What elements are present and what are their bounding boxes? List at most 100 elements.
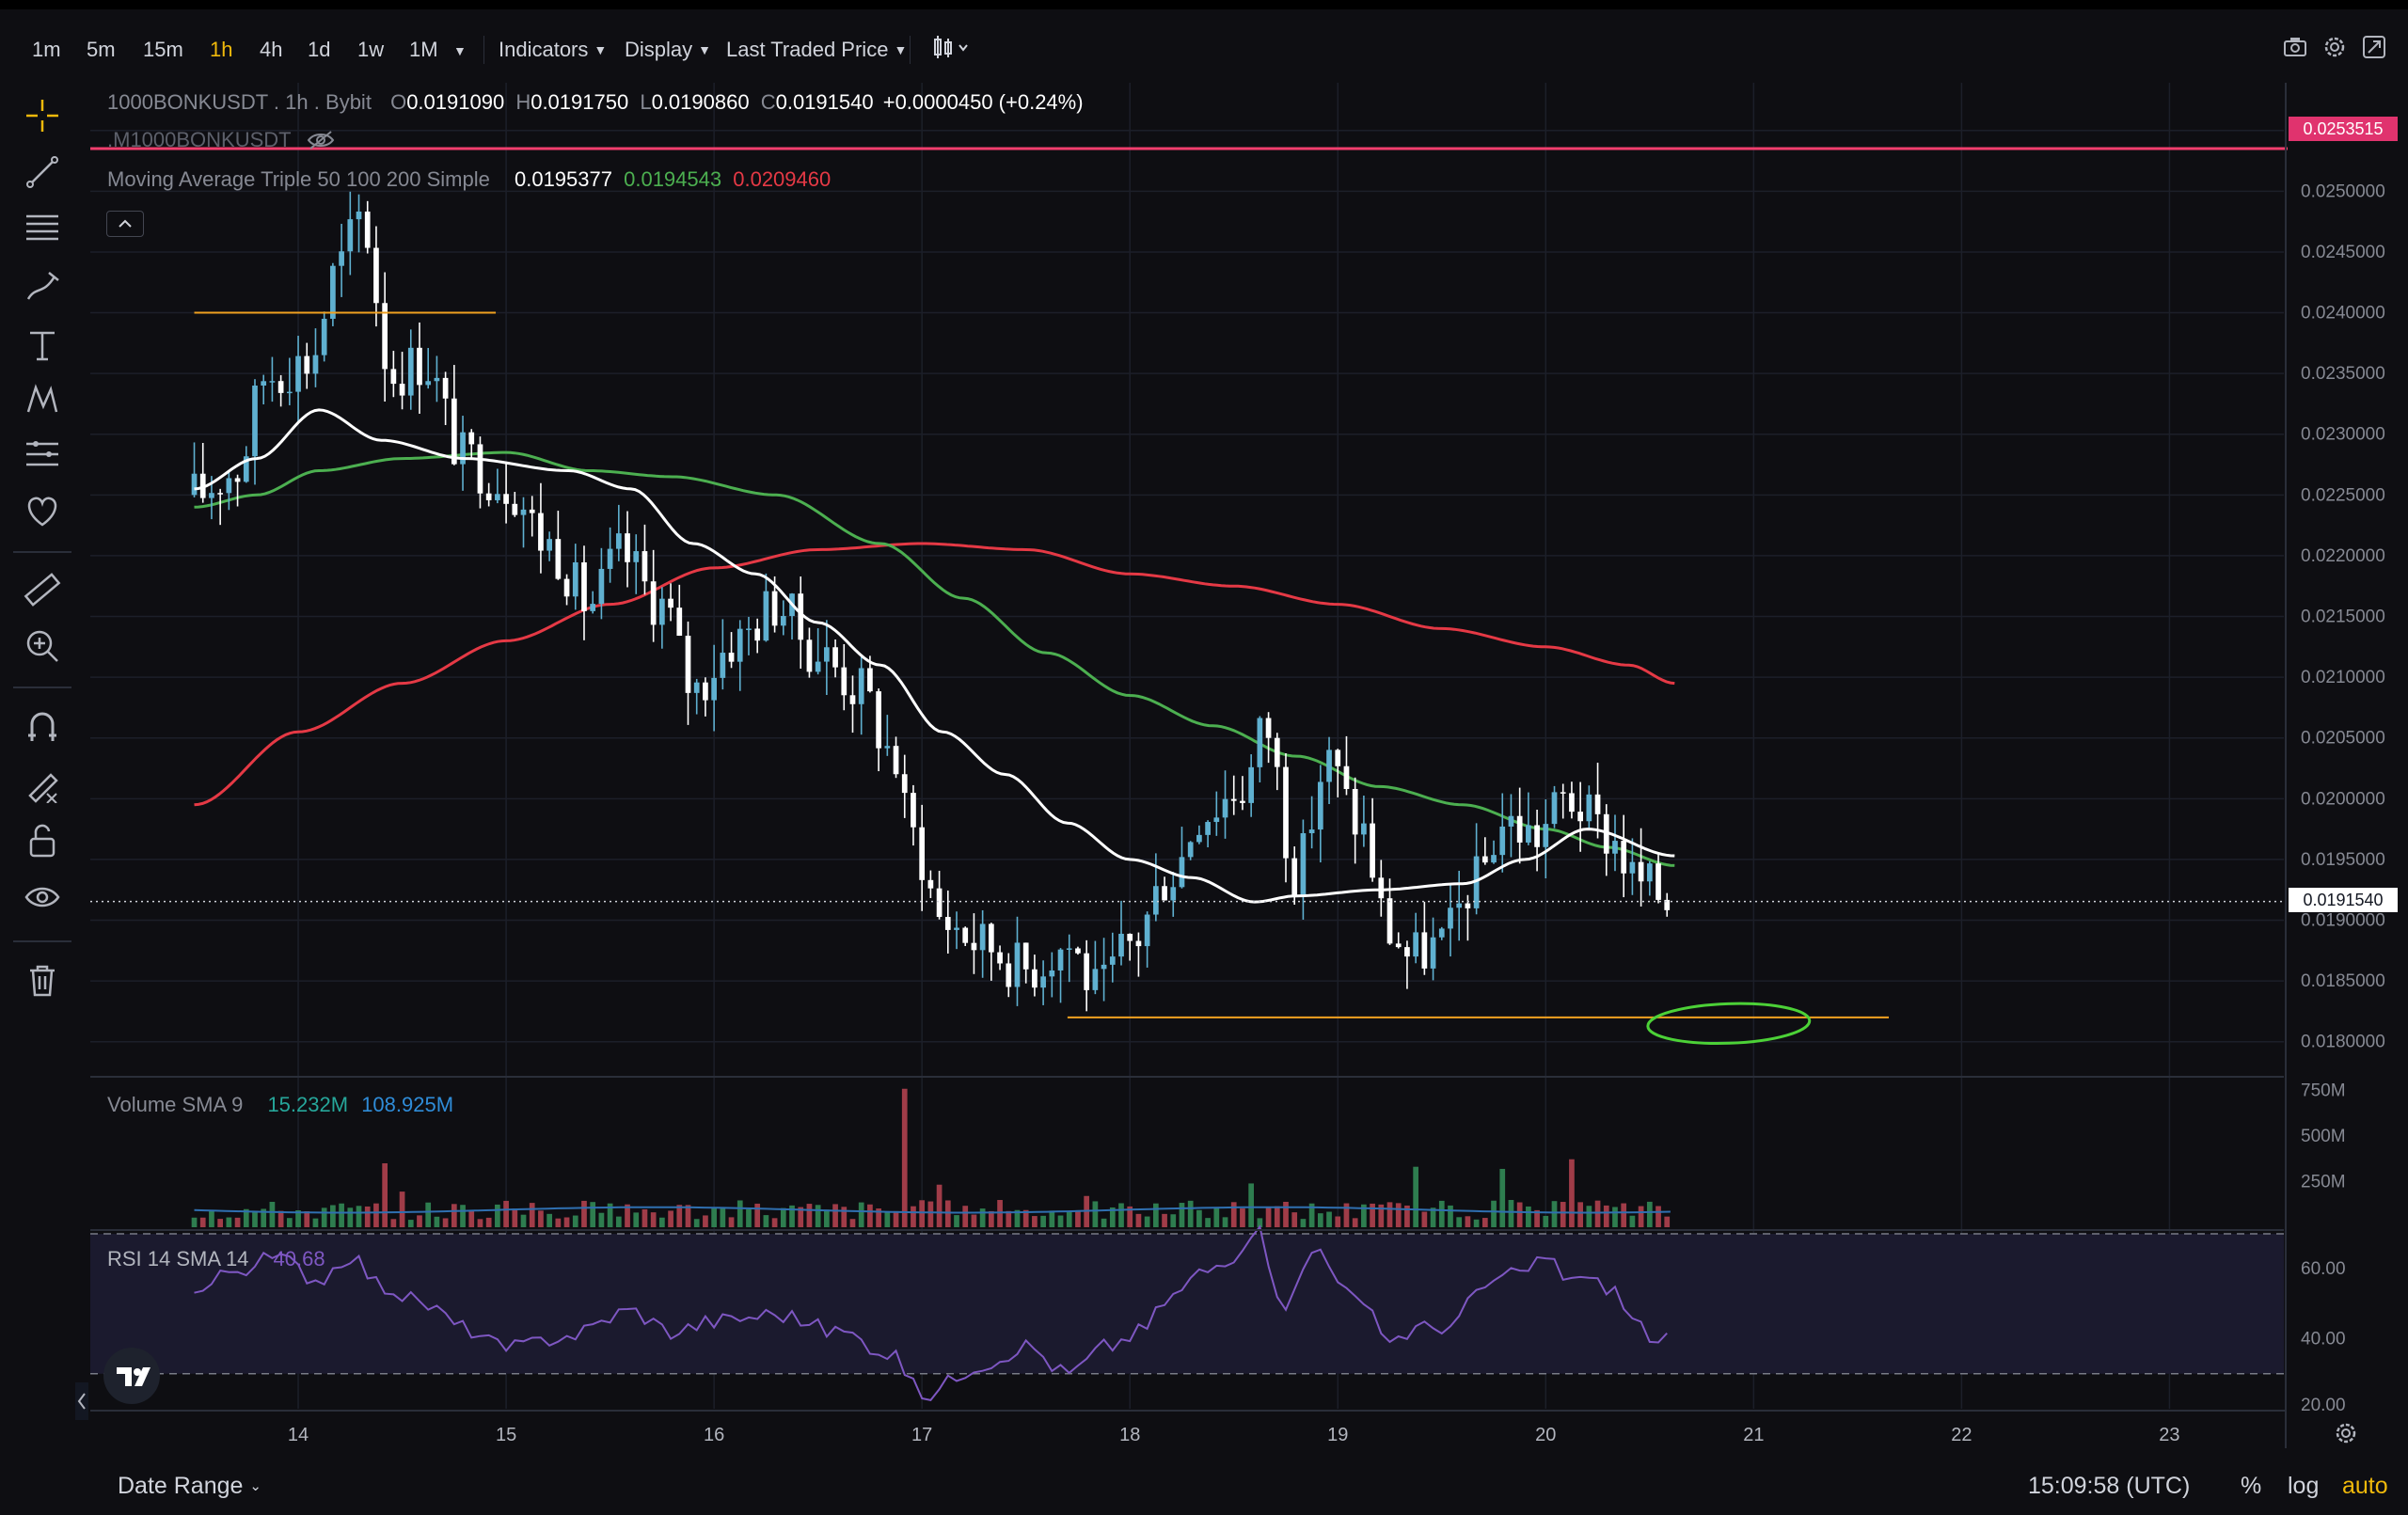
legend-collapse-button[interactable] — [106, 211, 144, 237]
candle-body — [936, 888, 943, 918]
eye-icon[interactable] — [23, 878, 62, 918]
candle-body — [495, 494, 500, 500]
lock-icon[interactable] — [23, 822, 62, 861]
heart-icon[interactable] — [23, 491, 62, 530]
volume-bar — [304, 1211, 310, 1227]
pattern-icon[interactable] — [23, 380, 62, 419]
candle-body — [1196, 834, 1202, 843]
candle-body — [867, 668, 873, 692]
volume-bar — [295, 1209, 301, 1227]
volume-bar — [572, 1215, 578, 1227]
red-line-price-label: 0.0253515 — [2303, 119, 2383, 138]
candle-body — [538, 513, 544, 551]
sidebar-collapse-icon[interactable] — [75, 1382, 88, 1420]
candle-body — [1370, 823, 1375, 878]
volume-bar — [425, 1202, 432, 1227]
candle-body — [1621, 841, 1627, 874]
volume-bar — [1430, 1207, 1436, 1227]
time-axis-settings-icon[interactable] — [2336, 1423, 2356, 1444]
change-value: +0.0000450 (+0.24%) — [882, 90, 1084, 114]
candle-body — [625, 533, 630, 562]
trash-icon[interactable] — [23, 961, 62, 1001]
draw-mode-icon[interactable] — [23, 764, 62, 803]
symbol-name[interactable]: 1000BONKUSDT — [107, 90, 268, 114]
volume-bar — [1308, 1203, 1315, 1227]
candle-body — [1560, 792, 1566, 794]
volume-bar — [893, 1210, 899, 1227]
zoom-in-icon[interactable] — [23, 626, 62, 666]
utc-clock[interactable]: 15:09:58 (UTC) — [2028, 1473, 2191, 1499]
eye-hidden-icon[interactable] — [306, 130, 336, 150]
ma-name[interactable]: Moving Average Triple 50 100 200 Simple — [107, 167, 490, 191]
volume-bar — [1006, 1210, 1012, 1227]
volume-bar — [1335, 1216, 1341, 1227]
volume-bar — [209, 1210, 214, 1227]
rsi-line — [194, 1224, 1668, 1402]
volume-bar — [477, 1219, 483, 1227]
candle-body — [927, 879, 934, 889]
fib-lines-icon[interactable] — [23, 209, 62, 248]
display-button[interactable]: Display ▼ — [625, 38, 711, 62]
volume-bar — [538, 1210, 544, 1227]
candle-body — [1473, 856, 1480, 908]
volume-bar — [1499, 1168, 1506, 1227]
volume-bar — [1577, 1202, 1583, 1227]
ruler-icon[interactable] — [23, 570, 62, 609]
interval-1m[interactable]: 1m — [32, 38, 61, 61]
volume-bar — [286, 1218, 293, 1227]
rsi-name[interactable]: RSI 14 SMA 14 — [107, 1247, 249, 1270]
symbol-exchange: Bybit — [325, 90, 372, 114]
trend-line-icon[interactable] — [23, 152, 62, 192]
candle-body — [598, 568, 605, 605]
magnet-icon[interactable] — [23, 707, 62, 747]
price-tick-label: 0.0210000 — [2301, 668, 2385, 687]
candle-body — [815, 661, 821, 672]
candle-body — [399, 384, 405, 396]
candle-body — [911, 793, 916, 828]
interval-1M[interactable]: 1M — [409, 38, 438, 61]
fullscreen-icon[interactable] — [2361, 34, 2387, 60]
brush-icon[interactable] — [23, 267, 62, 307]
candle-body — [442, 377, 449, 399]
highlight-ellipse[interactable] — [1646, 1001, 1812, 1046]
percent-scale-button[interactable]: % — [2241, 1473, 2262, 1499]
volume-bar — [1022, 1209, 1029, 1227]
settings-icon[interactable] — [2321, 34, 2348, 60]
candle-body — [685, 636, 691, 693]
volume-bar — [884, 1211, 891, 1227]
candle-body — [1551, 792, 1558, 825]
interval-1d[interactable]: 1d — [308, 38, 331, 61]
caret-down-icon: ▼ — [894, 42, 908, 57]
chart-canvas[interactable]: 0.02550000.02500000.02450000.02400000.02… — [0, 0, 2408, 1448]
price-source-button[interactable]: Last Traded Price ▼ — [726, 38, 907, 62]
intervals-dropdown-icon[interactable]: ▼ — [453, 43, 467, 58]
candle-body — [1066, 948, 1072, 950]
auto-scale-button[interactable]: auto — [2342, 1473, 2388, 1499]
candle-body — [555, 539, 562, 579]
tradingview-logo[interactable] — [103, 1348, 160, 1404]
camera-icon[interactable] — [2282, 34, 2308, 60]
candle-type-icon[interactable] — [929, 34, 971, 60]
low-label: L — [640, 90, 652, 114]
volume-bar — [901, 1088, 908, 1227]
volume-bar — [659, 1217, 665, 1227]
interval-1w[interactable]: 1w — [357, 38, 385, 61]
log-scale-button[interactable]: log — [2288, 1473, 2320, 1499]
interval-4h[interactable]: 4h — [260, 38, 283, 61]
text-icon[interactable] — [23, 325, 62, 365]
crosshair-icon[interactable] — [23, 96, 62, 135]
volume-name[interactable]: Volume SMA 9 — [107, 1093, 244, 1116]
price-tick-label: 0.0190000 — [2301, 911, 2385, 931]
volume-bar — [347, 1207, 354, 1227]
date-range-button[interactable]: Date Range ⌄ — [118, 1473, 261, 1500]
symbol-interval: 1h — [285, 90, 309, 114]
volume-bar — [971, 1214, 977, 1227]
indicators-button[interactable]: Indicators ▼ — [499, 38, 607, 62]
interval-15m[interactable]: 15m — [143, 38, 183, 61]
candle-body — [893, 746, 899, 775]
prediction-icon[interactable] — [23, 434, 62, 474]
interval-5m[interactable]: 5m — [87, 38, 116, 61]
overlay-symbol[interactable]: .M1000BONKUSDT — [107, 128, 292, 151]
volume-bar — [1569, 1159, 1575, 1227]
interval-1h[interactable]: 1h — [210, 38, 233, 61]
